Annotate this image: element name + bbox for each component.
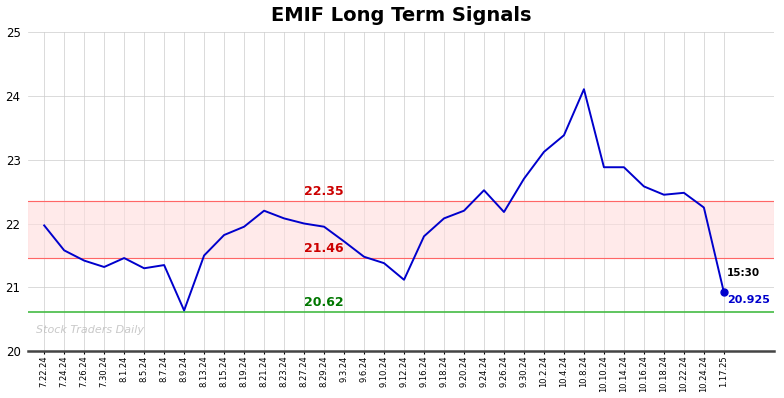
Text: 20.925: 20.925 [727,295,770,305]
Text: 20.62: 20.62 [304,296,344,308]
Bar [28,201,774,258]
Text: Stock Traders Daily: Stock Traders Daily [35,326,143,336]
Title: EMIF Long Term Signals: EMIF Long Term Signals [270,6,532,25]
Text: 21.46: 21.46 [304,242,344,255]
Text: 15:30: 15:30 [727,268,760,278]
Text: 22.35: 22.35 [304,185,344,198]
